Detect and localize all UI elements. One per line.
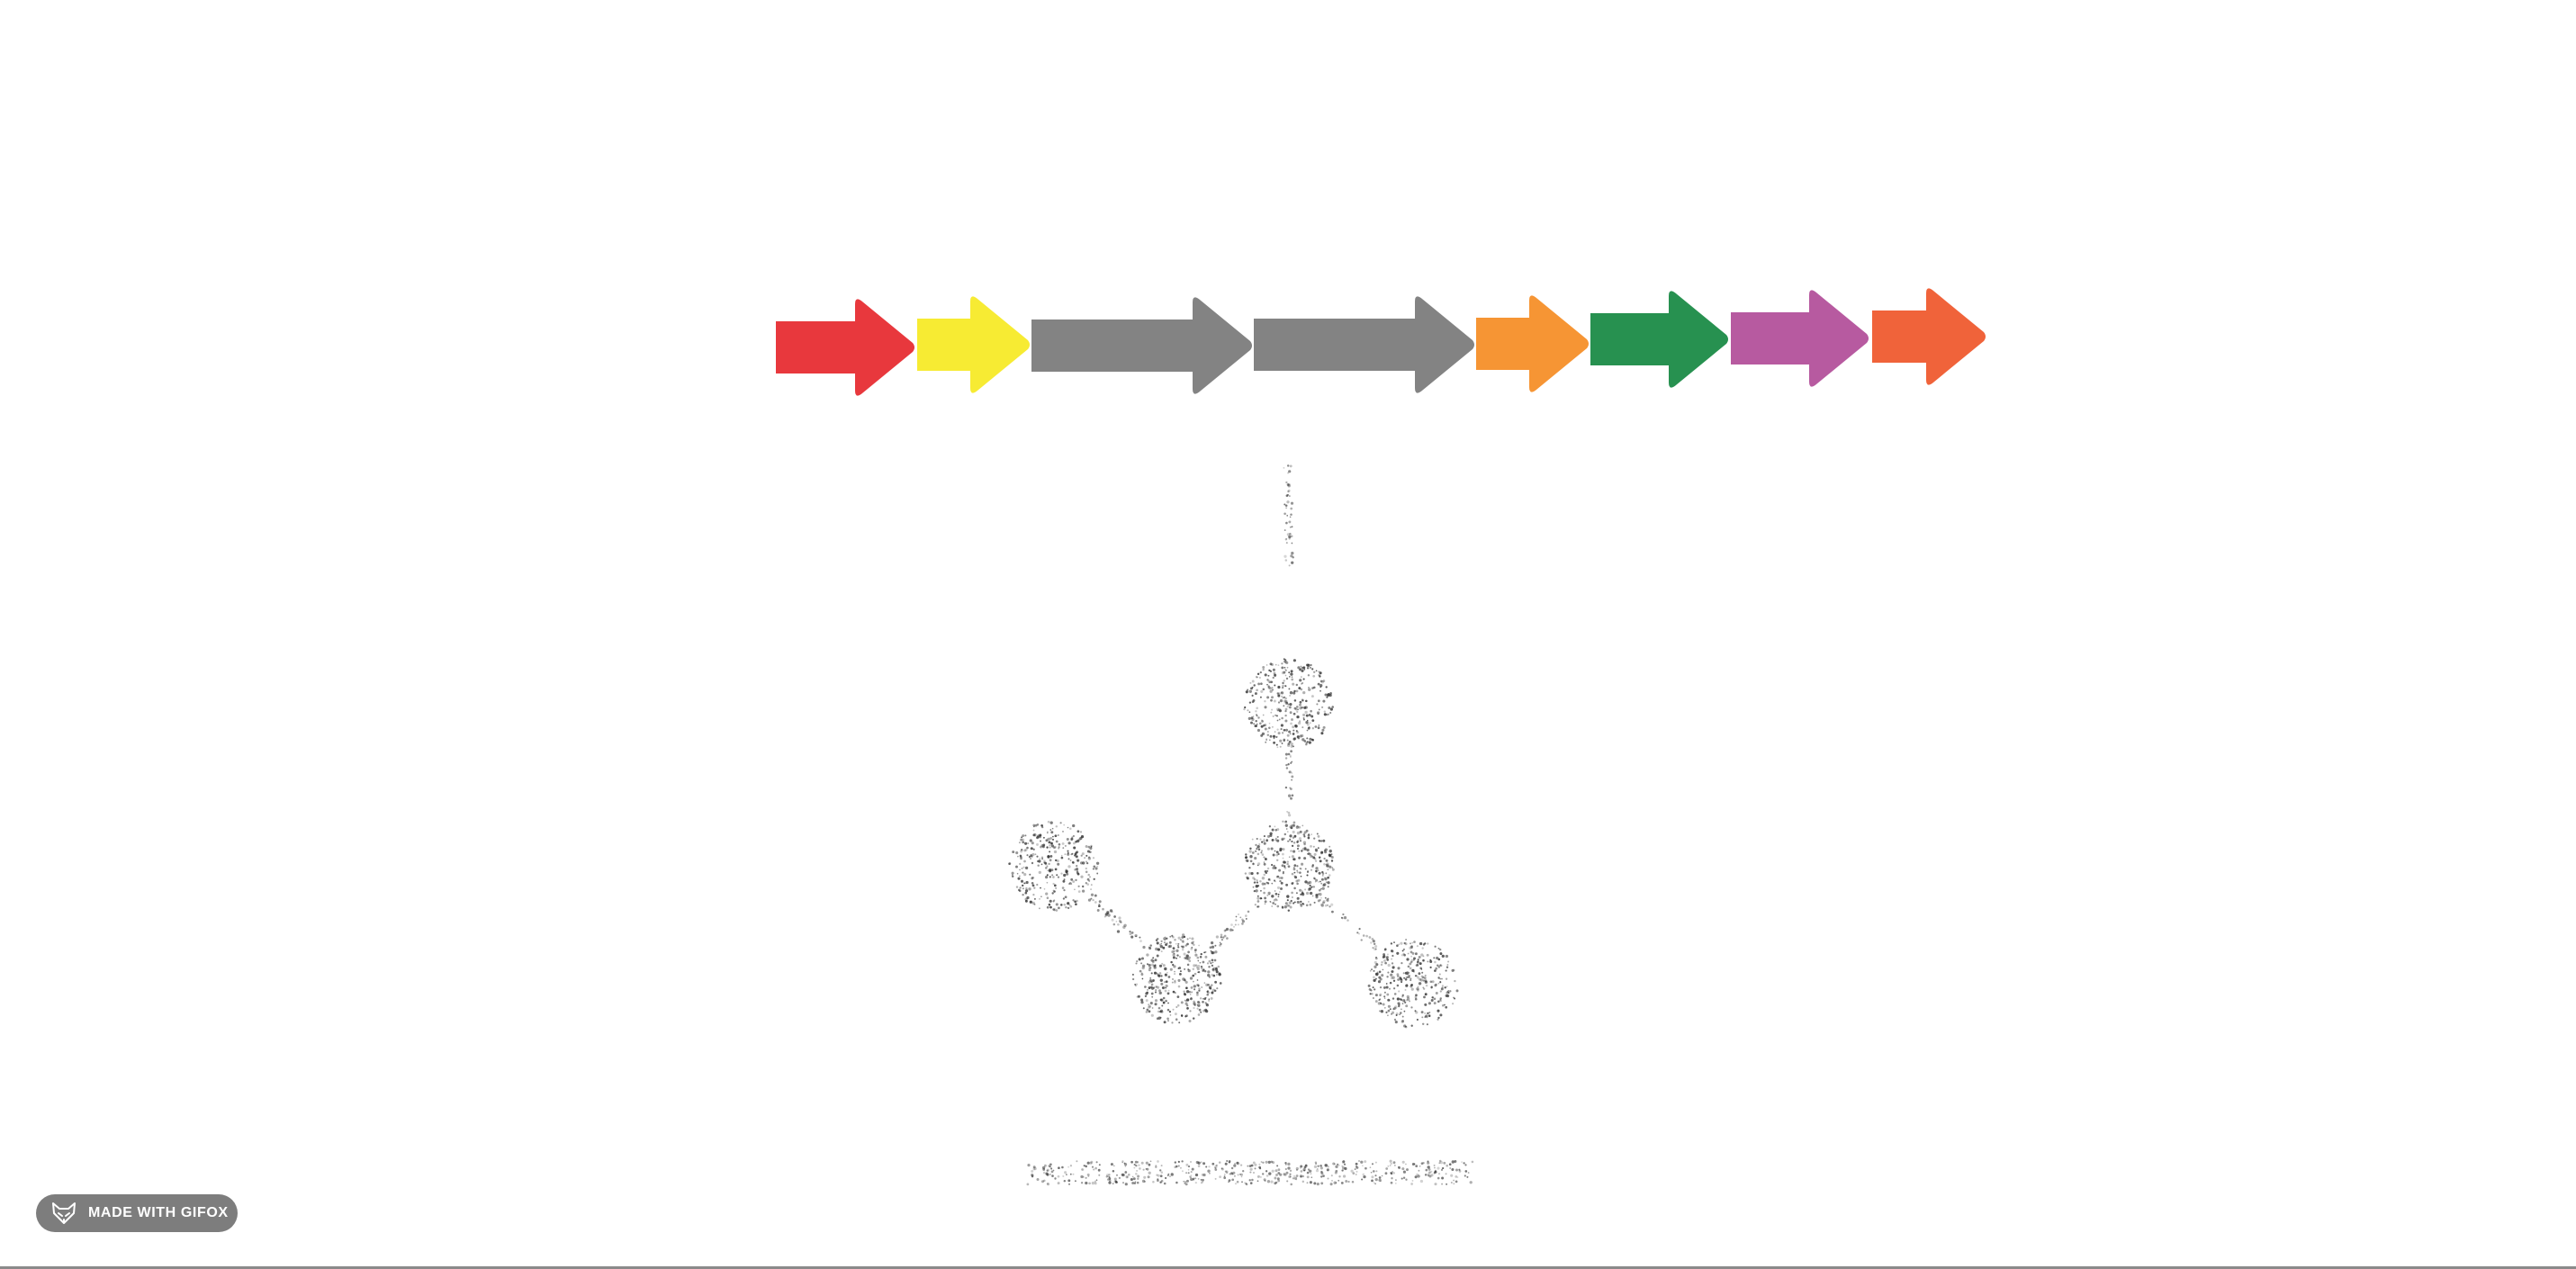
- arrow-3: [1031, 297, 1252, 394]
- bottom-divider: [0, 1266, 2576, 1269]
- arrow-7: [1731, 290, 1869, 387]
- arrow-sequence: [776, 288, 1986, 396]
- made-with-gifox-badge[interactable]: MADE WITH GIFOX: [36, 1194, 238, 1232]
- arrow-5: [1476, 295, 1589, 392]
- arrow-8: [1872, 288, 1986, 385]
- arrow-1: [776, 299, 914, 396]
- arrow-4: [1254, 296, 1474, 393]
- arrow-6: [1590, 291, 1728, 388]
- gifox-badge-label: MADE WITH GIFOX: [88, 1205, 229, 1220]
- arrow-2: [917, 296, 1030, 393]
- speckle-dots: [1008, 464, 1474, 1186]
- fox-icon: [52, 1202, 76, 1224]
